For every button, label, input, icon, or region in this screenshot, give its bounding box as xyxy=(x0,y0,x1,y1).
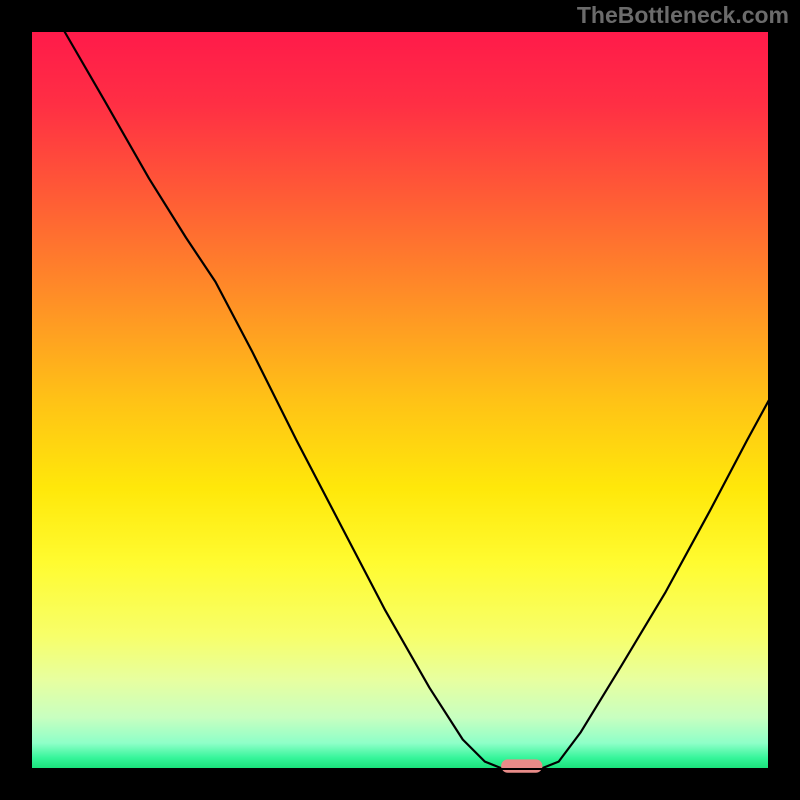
gradient-background xyxy=(31,31,769,769)
bottleneck-chart xyxy=(0,0,800,800)
optimal-region-marker xyxy=(501,759,542,772)
